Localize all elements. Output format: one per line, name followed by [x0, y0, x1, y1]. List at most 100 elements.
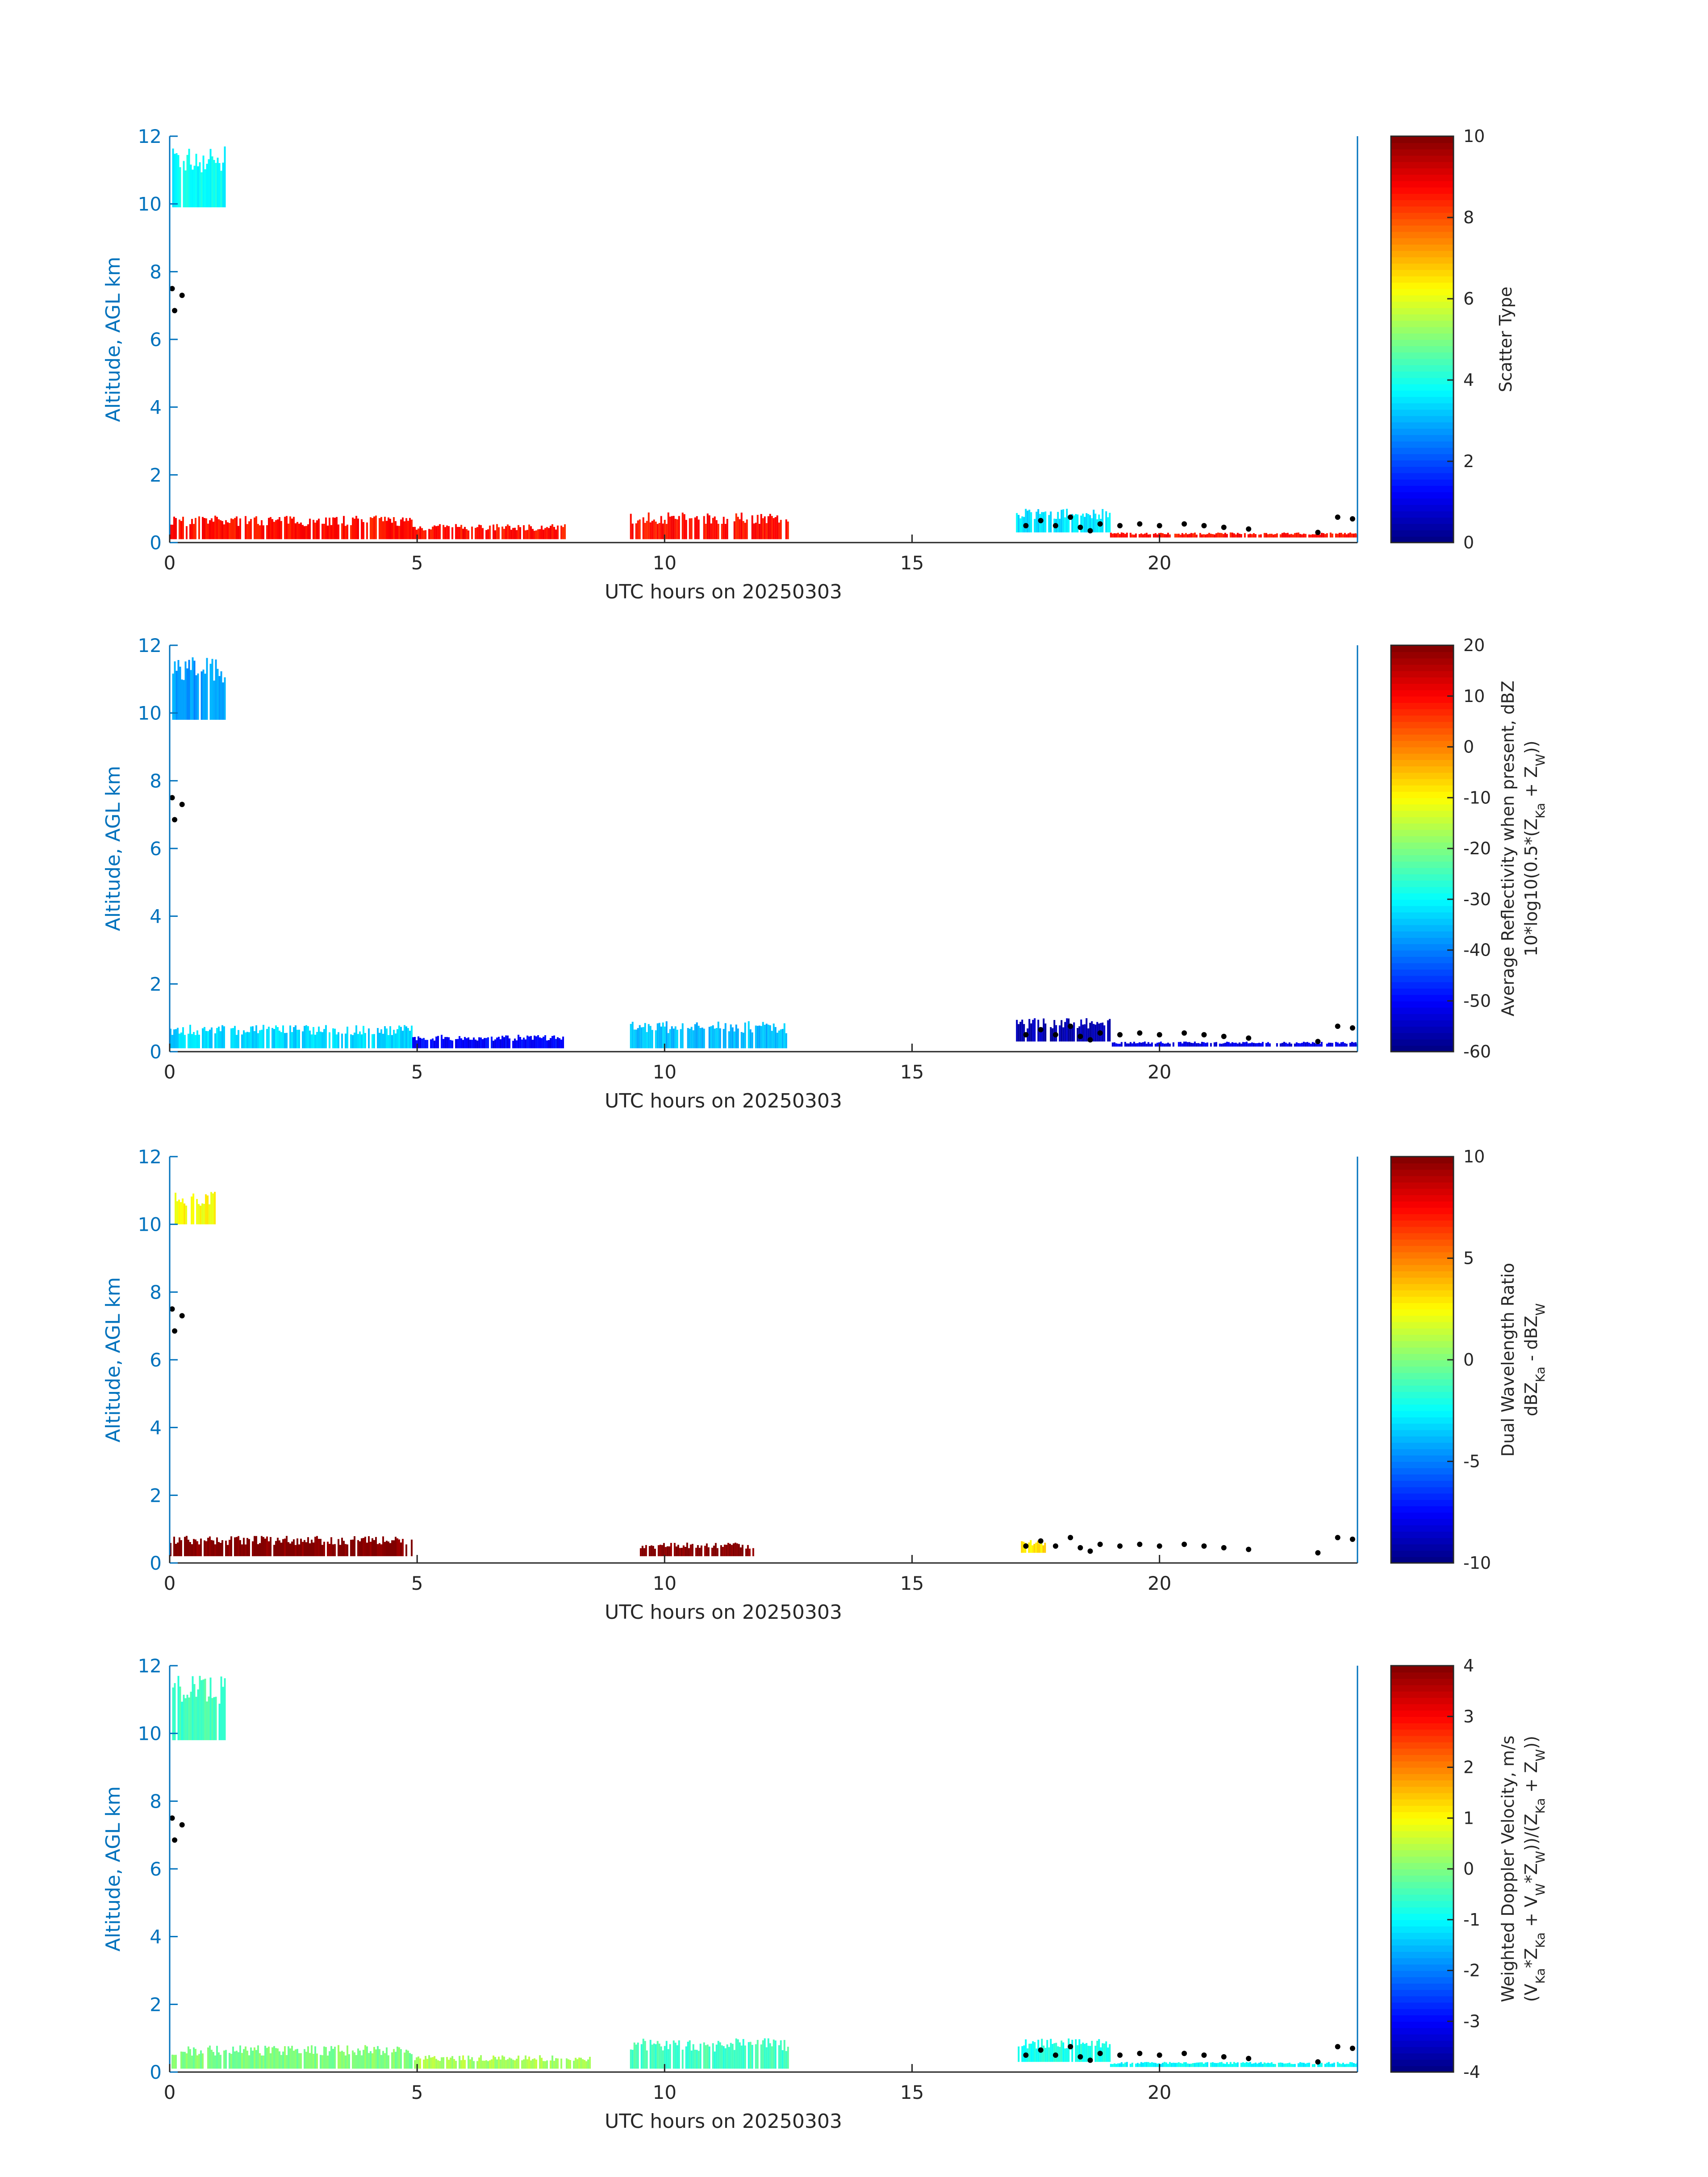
data-cell — [266, 1536, 268, 1556]
data-cell — [512, 528, 514, 539]
data-cell — [473, 1037, 475, 1049]
data-cell — [220, 171, 222, 208]
colorbar-tick-label: 2 — [1463, 1758, 1474, 1777]
colorbar-band — [1391, 498, 1453, 505]
colorbar-label-line: Scatter Type — [1496, 287, 1516, 392]
data-cell — [200, 1205, 202, 1224]
data-cell — [1274, 534, 1276, 538]
data-cell — [334, 2047, 336, 2069]
data-cell — [1087, 1028, 1090, 1042]
data-cell — [1229, 1043, 1232, 1047]
data-cell — [236, 1537, 238, 1556]
data-cell — [683, 514, 685, 539]
data-cell — [217, 669, 219, 720]
colorbar-band — [1391, 1045, 1453, 1052]
data-cell — [211, 1540, 213, 1556]
data-cell — [277, 519, 279, 539]
data-cell — [230, 1536, 232, 1556]
data-cell — [377, 1544, 379, 1556]
data-cell — [460, 2060, 463, 2069]
data-cell — [694, 1024, 696, 1049]
data-cell — [338, 1539, 339, 1556]
data-cell — [778, 522, 780, 539]
data-cell — [215, 163, 217, 208]
colorbar-band — [1391, 1901, 1453, 1908]
y-tick-label: 12 — [138, 125, 162, 147]
data-cell — [400, 2049, 402, 2069]
data-cell — [672, 516, 675, 539]
data-cell — [257, 2045, 259, 2069]
data-cell — [1055, 2043, 1057, 2062]
data-cell — [411, 519, 413, 539]
data-cell — [546, 1040, 548, 1049]
data-cell — [471, 526, 473, 539]
data-cell — [1192, 533, 1194, 538]
data-cell — [516, 2059, 518, 2069]
data-cell — [1199, 1044, 1201, 1047]
data-cell — [1206, 1042, 1208, 1047]
data-cell — [705, 2045, 707, 2069]
colorbar-band — [1391, 530, 1453, 537]
data-cell — [437, 1036, 439, 1049]
data-cell — [667, 2049, 669, 2069]
data-cell — [1310, 535, 1312, 538]
data-cell — [526, 2059, 529, 2069]
data-cell — [741, 1545, 743, 1556]
data-cell — [414, 526, 416, 539]
data-cell — [1354, 1042, 1357, 1047]
data-layer — [1016, 1018, 1111, 1042]
data-cell — [562, 1036, 564, 1049]
colorbar-tick-label: -4 — [1463, 2062, 1480, 2082]
colorbar-band — [1391, 460, 1453, 467]
data-cell — [510, 2058, 513, 2069]
data-cell — [293, 2051, 295, 2069]
colorbar-label-part: W — [1533, 1883, 1548, 1896]
data-cell — [689, 1544, 692, 1556]
colorbar-band — [1391, 1188, 1453, 1195]
data-cell — [1285, 1042, 1287, 1047]
data-cell — [525, 530, 527, 539]
data-cell — [509, 526, 511, 539]
data-layer — [171, 2045, 413, 2069]
data-cell — [210, 1192, 213, 1224]
data-cell — [466, 529, 468, 539]
data-cell — [246, 1538, 248, 1556]
data-cell — [1032, 1020, 1034, 1042]
data-cell — [286, 516, 288, 539]
colorbar-band — [1391, 1830, 1453, 1838]
colorbar-band — [1391, 1907, 1453, 1914]
data-cell — [1233, 533, 1235, 538]
colorbar-band — [1391, 740, 1453, 748]
data-cell — [1087, 2046, 1090, 2062]
data-cell — [652, 1546, 654, 1556]
data-cell — [762, 1022, 764, 1049]
data-cell — [1254, 534, 1257, 538]
data-cell — [1138, 1042, 1140, 1047]
colorbar-band — [1391, 1881, 1453, 1889]
data-cell — [382, 2051, 384, 2069]
data-cell — [665, 524, 668, 539]
black-marker — [1349, 2045, 1355, 2051]
data-cell — [1119, 534, 1121, 538]
data-cell — [200, 1680, 203, 1740]
data-cell — [1028, 1019, 1031, 1042]
data-cell — [696, 1022, 698, 1049]
data-cell — [1265, 2063, 1267, 2067]
data-cell — [493, 2056, 495, 2069]
colorbar-band — [1391, 1932, 1453, 1939]
data-cell — [204, 1027, 205, 1049]
data-cell — [1197, 1043, 1199, 1047]
data-cell — [222, 1687, 224, 1740]
data-cell — [428, 529, 430, 539]
colorbar-band — [1391, 975, 1453, 982]
data-cell — [731, 1545, 733, 1556]
data-cell — [716, 1548, 718, 1556]
data-cell — [1344, 2064, 1346, 2067]
data-cell — [204, 1540, 205, 1556]
data-cell — [391, 522, 393, 539]
data-cell — [352, 517, 354, 539]
data-cell — [1303, 1041, 1305, 1047]
black-marker — [1315, 1550, 1321, 1556]
colorbar-tick-label: 10 — [1463, 686, 1485, 706]
data-cell — [1036, 2048, 1038, 2062]
